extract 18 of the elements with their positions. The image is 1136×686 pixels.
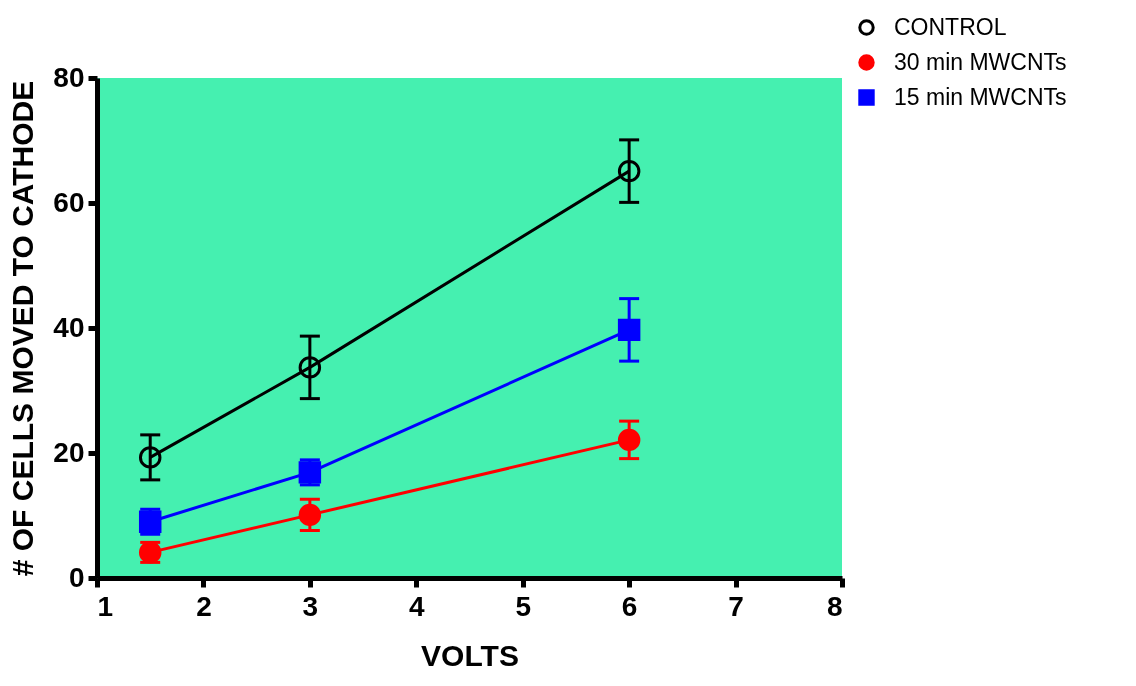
legend-label: 15 min MWCNTs xyxy=(894,83,1067,110)
y-tick-label: 40 xyxy=(53,311,85,343)
x-tick-label: 3 xyxy=(302,590,319,622)
x-tick-label: 1 xyxy=(97,590,114,622)
x-tick-label: 8 xyxy=(826,590,843,622)
y-tick-label: 80 xyxy=(53,61,85,93)
y-axis-title: # OF CELLS MOVED TO CATHODE xyxy=(6,80,40,577)
y-tick-label: 20 xyxy=(53,436,85,468)
x-tick-label: 2 xyxy=(196,590,212,622)
x-tick-label: 5 xyxy=(515,590,531,622)
y-tick-label: 0 xyxy=(68,561,85,593)
x-tick-label: 7 xyxy=(728,590,744,622)
x-tick-label: 4 xyxy=(409,590,425,622)
x-axis-title: VOLTS xyxy=(421,638,519,672)
legend-label: CONTROL xyxy=(894,13,1007,40)
legend-label: 30 min MWCNTs xyxy=(894,48,1067,75)
x-tick-label: 6 xyxy=(621,590,638,622)
y-tick-label: 60 xyxy=(53,186,85,218)
